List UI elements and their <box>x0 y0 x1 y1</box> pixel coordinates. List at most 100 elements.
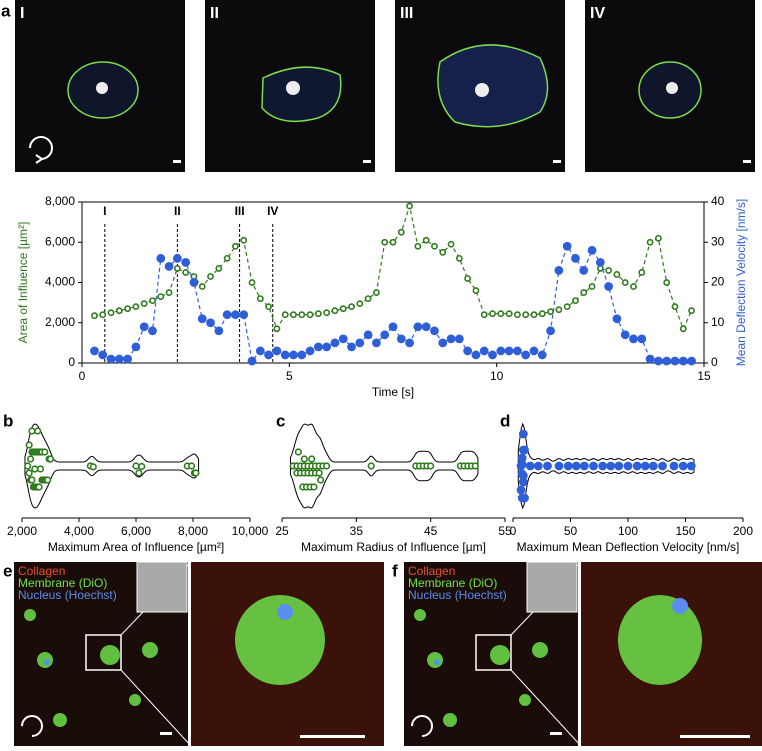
panel-label: d <box>500 411 510 430</box>
data-point <box>658 461 667 471</box>
data-point <box>222 310 232 320</box>
data-point <box>533 461 543 471</box>
violin-outline <box>517 422 695 510</box>
data-point <box>330 338 340 348</box>
x-tick-label: 2,000 <box>7 524 37 538</box>
data-point <box>572 297 579 305</box>
data-point <box>678 461 688 471</box>
micrographs <box>15 0 755 172</box>
data-point <box>521 350 531 360</box>
influence-outline <box>261 66 342 123</box>
data-point <box>489 310 496 318</box>
data-point <box>305 346 315 356</box>
data-point <box>34 427 42 435</box>
data-point <box>579 266 589 275</box>
data-point <box>630 283 637 290</box>
scale-bar <box>743 160 751 163</box>
data-point <box>621 279 629 286</box>
data-point <box>149 297 156 305</box>
y-tick-label: 0 <box>68 355 75 369</box>
data-point <box>589 461 598 471</box>
data-point <box>686 461 696 471</box>
data-point <box>439 248 447 256</box>
x-tick-label: 50 <box>564 524 578 538</box>
y2-tick-label: 10 <box>711 315 725 329</box>
data-point <box>571 461 581 471</box>
y2-tick-label: 20 <box>711 275 725 289</box>
data-point <box>397 228 405 236</box>
data-point <box>688 307 695 315</box>
data-point <box>317 476 325 484</box>
x-tick-label: 6,000 <box>121 524 151 538</box>
data-point <box>373 289 380 296</box>
x-tick-label: 35 <box>350 524 364 538</box>
data-point <box>26 455 35 463</box>
data-point <box>613 271 621 278</box>
data-point <box>463 346 473 356</box>
x-tick-label: 10 <box>490 369 504 383</box>
data-point <box>505 310 513 318</box>
data-point <box>25 469 33 477</box>
data-point <box>543 461 552 471</box>
data-point <box>35 483 43 491</box>
data-point <box>438 338 448 348</box>
data-point <box>297 350 307 360</box>
data-point <box>604 282 614 291</box>
data-point <box>99 311 107 319</box>
data-point <box>632 461 642 471</box>
data-point <box>36 465 45 473</box>
data-point <box>31 465 39 473</box>
data-point <box>405 338 414 348</box>
data-point <box>347 342 356 352</box>
data-point <box>207 273 214 280</box>
x-tick-label: 0 <box>79 369 86 383</box>
data-point <box>517 459 527 469</box>
data-point <box>290 311 297 319</box>
y2-tick-label: 0 <box>711 355 718 369</box>
data-point <box>364 295 372 302</box>
data-point <box>488 350 497 360</box>
data-point <box>148 326 157 336</box>
data-point <box>679 325 687 333</box>
data-point <box>605 267 613 274</box>
data-point <box>306 311 314 319</box>
data-point <box>348 303 355 311</box>
x-tick-label: 200 <box>733 524 753 538</box>
data-point <box>355 338 365 348</box>
data-point <box>114 354 124 364</box>
data-point <box>629 334 638 344</box>
data-point <box>132 462 140 470</box>
y-tick-label: 8,000 <box>45 194 75 208</box>
data-point <box>313 342 323 352</box>
data-point <box>135 469 143 477</box>
data-point <box>223 254 231 262</box>
data-point <box>363 330 373 340</box>
data-point <box>197 314 207 324</box>
data-point <box>595 257 605 267</box>
data-point <box>323 462 331 470</box>
x-tick-label: 25 <box>275 524 289 538</box>
data-point <box>653 356 663 366</box>
data-point <box>496 346 506 356</box>
y-tick-label: 6,000 <box>45 234 75 248</box>
data-point <box>206 318 215 328</box>
zoom-box <box>475 634 512 671</box>
data-point <box>663 279 671 286</box>
data-point <box>430 326 439 336</box>
data-point <box>264 350 273 360</box>
frame-label: IV <box>590 5 605 22</box>
x-axis-label: Maximum Radius of Influence [µm] <box>301 540 486 554</box>
data-point <box>612 314 622 324</box>
data-point <box>273 325 281 333</box>
y2-tick-label: 30 <box>711 234 725 248</box>
cell <box>475 83 489 97</box>
data-point <box>24 462 32 470</box>
panel-label: b <box>3 411 13 430</box>
data-point <box>645 354 655 364</box>
data-point <box>563 303 571 311</box>
data-point <box>554 461 564 471</box>
x-tick-label: 45 <box>424 524 438 538</box>
frame-label: II <box>210 5 219 22</box>
frame-marker-label: IV <box>267 204 278 218</box>
stain-legend: Nucleus (Hoechst) <box>18 588 117 602</box>
